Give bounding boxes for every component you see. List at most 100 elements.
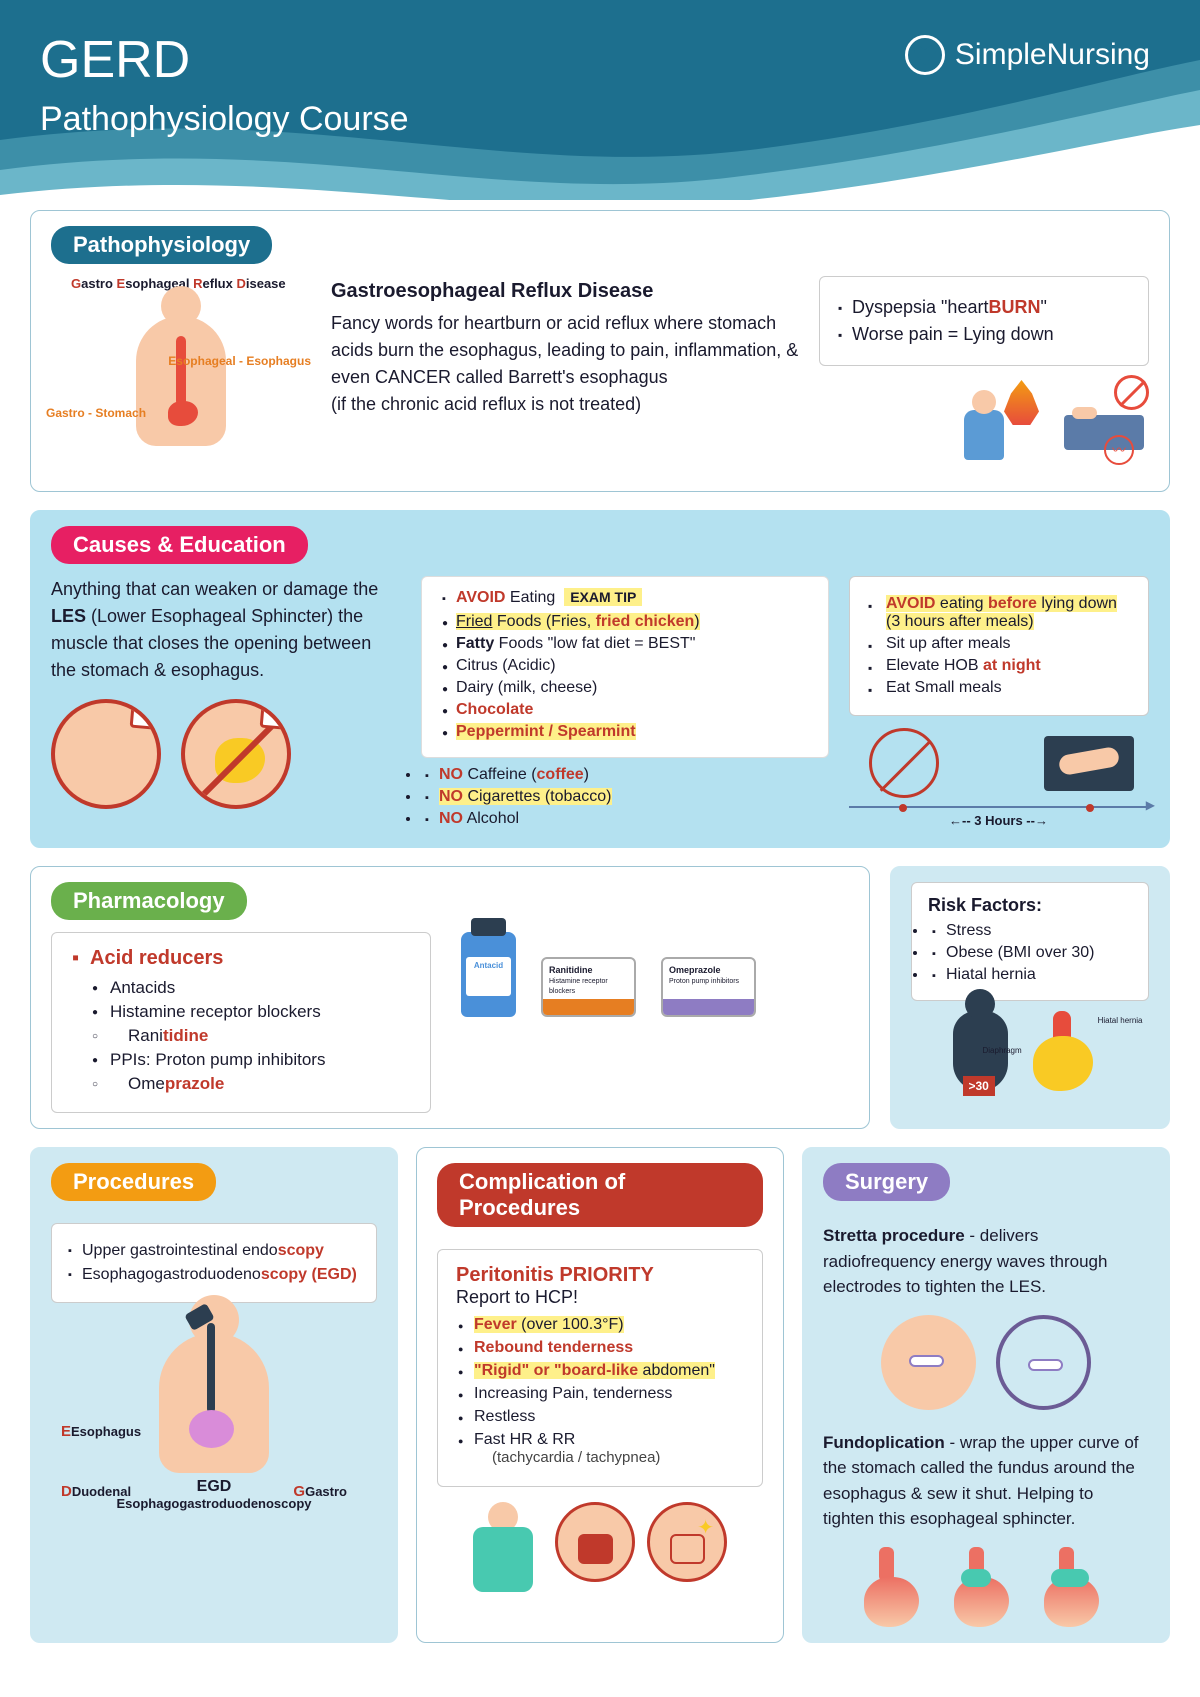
gastro-label: Gastro - Stomach: [46, 406, 146, 420]
fundo-step2-icon: [949, 1547, 1024, 1627]
complication-item: Fast HR & RR(tachycardia / tachypnea): [456, 1431, 744, 1467]
timeline-label: ←-- 3 Hours --→: [949, 813, 1048, 828]
patho-row: Gastro Esophageal Reflux Disease Esophag…: [51, 276, 1149, 476]
positioning-box: AVOID eating before lying down (3 hours …: [849, 576, 1149, 716]
acid-reducers-heading: Acid reducers: [72, 947, 410, 970]
three-hour-timeline: ←-- 3 Hours --→: [849, 728, 1149, 818]
heart-icon: [905, 35, 945, 75]
lying-down-icon: 〰: [1059, 380, 1149, 460]
med-sub-item: Omeprazole: [92, 1074, 410, 1094]
complication-item: "Rigid" or "board-like abdomen": [456, 1362, 744, 1380]
page-subtitle: Pathophysiology Course: [40, 100, 409, 139]
positioning-column: AVOID eating before lying down (3 hours …: [849, 576, 1149, 818]
no-eating-icon: [869, 728, 939, 798]
report-hcp: Report to HCP!: [456, 1287, 744, 1308]
position-item: Elevate HOB at night: [868, 657, 1130, 675]
fundoplication-illustration: [823, 1547, 1149, 1627]
avoid-food-item: Peppermint / Spearmint: [438, 723, 812, 741]
risk-item: Stress: [928, 922, 1132, 940]
ranitidine-box-icon: RanitidineHistamine receptor blockers: [541, 957, 636, 1017]
peritonitis-box: Peritonitis PRIORITY Report to HCP! Feve…: [437, 1249, 763, 1487]
content-area: Pathophysiology Gastro Esophageal Reflux…: [0, 200, 1200, 1691]
complication-item: Fever (over 100.3°F): [456, 1316, 744, 1334]
risk-factors-box: Risk Factors: Stress Obese (BMI over 30)…: [911, 882, 1149, 1001]
complication-item: Rebound tenderness: [456, 1339, 744, 1357]
position-item: Sit up after meals: [868, 635, 1130, 653]
gi-tract-icon: [176, 336, 186, 406]
brand-name: SimpleNursing: [955, 38, 1150, 72]
symptom-item: Worse pain = Lying down: [838, 324, 1130, 345]
pharma-badge: Pharmacology: [51, 882, 247, 920]
avoid-food-item: Fried Foods (Fries, fried chicken): [438, 613, 812, 631]
procedure-item: Esophagogastroduodenoscopy (EGD): [68, 1266, 360, 1284]
risk-illustrations: >30 Hiatal hernia Diaphragm: [911, 1011, 1149, 1091]
pharmacology-card: Pharmacology Acid reducers Antacids Hist…: [30, 866, 870, 1129]
procedures-list: Upper gastrointestinal endoscopy Esophag…: [51, 1223, 377, 1303]
patho-description: Gastroesophageal Reflux Disease Fancy wo…: [331, 276, 799, 418]
exam-tip-badge: EXAM TIP: [564, 588, 642, 606]
les-after-icon: [996, 1315, 1091, 1410]
page: GERD Pathophysiology Course SimpleNursin…: [0, 0, 1200, 1697]
patho-body: Fancy words for heartburn or acid reflux…: [331, 313, 798, 414]
hiatal-label: Hiatal hernia: [1098, 1016, 1143, 1025]
avoid-item: NO Cigarettes (tobacco): [421, 788, 829, 806]
surgery-card: Surgery Stretta procedure - delivers rad…: [802, 1147, 1170, 1643]
les-before-icon: [881, 1315, 976, 1410]
patho-heading: Gastroesophageal Reflux Disease: [331, 276, 799, 306]
pharma-content: Acid reducers Antacids Histamine recepto…: [51, 932, 849, 1113]
causes-grid: Anything that can weaken or damage the L…: [51, 576, 1149, 832]
avoid-food-item: Citrus (Acidic): [438, 657, 812, 675]
diaphragm-label: Diaphragm: [983, 1046, 1022, 1055]
d-label: DDuodenal: [61, 1483, 131, 1500]
header: GERD Pathophysiology Course SimpleNursin…: [0, 0, 1200, 200]
e-label: EEsophagus: [61, 1423, 141, 1440]
causes-intro: Anything that can weaken or damage the L…: [51, 576, 401, 809]
les-damage-icon: [51, 699, 161, 809]
patho-card: Pathophysiology Gastro Esophageal Reflux…: [30, 210, 1170, 492]
procedures-card: Procedures Upper gastrointestinal endosc…: [30, 1147, 398, 1643]
rigid-abdomen-icon: ✦: [647, 1502, 727, 1582]
med-item: Antacids: [92, 978, 410, 998]
torso-icon: [136, 316, 226, 446]
avoid-substances-list: NO Caffeine (coffee) NO Cigarettes (toba…: [421, 766, 829, 828]
risk-item: Obese (BMI over 30): [928, 944, 1132, 962]
sleep-icon: [1044, 736, 1134, 791]
avoid-food-item: Fatty Foods "low fat diet = BEST": [438, 635, 812, 653]
fundo-step3-icon: [1039, 1547, 1114, 1627]
risk-item: Hiatal hernia: [928, 966, 1132, 984]
causes-card: Causes & Education Anything that can wea…: [30, 510, 1170, 848]
fundo-step1-icon: [859, 1547, 934, 1627]
endoscope-icon: [207, 1323, 215, 1413]
patho-diagram: Gastro Esophageal Reflux Disease Esophag…: [51, 276, 311, 476]
acid-reducer-list: Acid reducers Antacids Histamine recepto…: [51, 932, 431, 1113]
pharma-row: Pharmacology Acid reducers Antacids Hist…: [30, 866, 1170, 1147]
med-item: Histamine receptor blockers: [92, 1002, 410, 1022]
complication-item: Restless: [456, 1408, 744, 1426]
omeprazole-box-icon: OmeprazoleProton pump inhibitors: [661, 957, 756, 1017]
fundo-text: Fundoplication - wrap the upper curve of…: [823, 1430, 1149, 1532]
avoid-item: NO Alcohol: [421, 810, 829, 828]
procedures-badge: Procedures: [51, 1163, 216, 1201]
egd-diagram: EEsophagus DDuodenal GGastro EGD Esophag…: [51, 1333, 377, 1553]
patho-badge: Pathophysiology: [51, 226, 272, 264]
complications-card: Complication of Procedures Peritonitis P…: [416, 1147, 784, 1643]
complication-item: Increasing Pain, tenderness: [456, 1385, 744, 1403]
avoid-foods-box: AVOID Eating EXAM TIP Fried Foods (Fries…: [421, 576, 829, 758]
peritonitis-heading: Peritonitis PRIORITY: [456, 1264, 744, 1287]
esophagus-label: Esophageal - Esophagus: [168, 354, 311, 368]
patho-side-panel: Dyspepsia "heartBURN" Worse pain = Lying…: [819, 276, 1149, 460]
risk-factors-card: Risk Factors: Stress Obese (BMI over 30)…: [890, 866, 1170, 1129]
symptom-item: Dyspepsia "heartBURN": [838, 297, 1130, 318]
avoid-eating-header: AVOID Eating EXAM TIP: [438, 589, 812, 607]
avoid-food-item: Chocolate: [438, 701, 812, 719]
bmi-badge: >30: [963, 1076, 995, 1096]
complication-illustrations: ✦: [437, 1502, 763, 1592]
position-item: Eat Small meals: [868, 679, 1130, 697]
complications-badge: Complication of Procedures: [437, 1163, 763, 1227]
avoid-food-item: Dairy (milk, cheese): [438, 679, 812, 697]
position-item: AVOID eating before lying down (3 hours …: [868, 595, 1130, 631]
avoid-column: AVOID Eating EXAM TIP Fried Foods (Fries…: [421, 576, 829, 832]
fever-person-icon: [473, 1502, 543, 1592]
stomach-prohibited-icon: [181, 699, 291, 809]
egd-torso-icon: [159, 1333, 269, 1473]
